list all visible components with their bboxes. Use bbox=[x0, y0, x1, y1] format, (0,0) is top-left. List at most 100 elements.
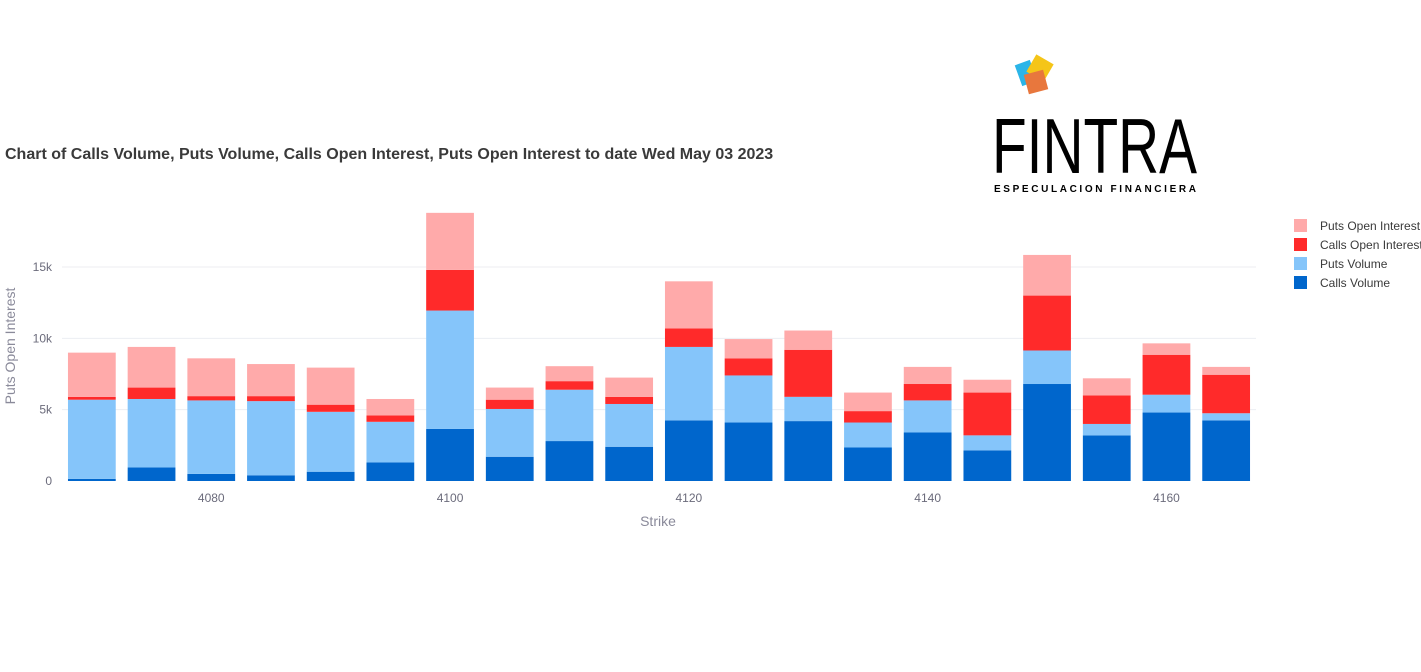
bar-calls-volume[interactable] bbox=[784, 421, 833, 481]
bar-puts-open-interest[interactable] bbox=[247, 364, 295, 397]
bar-puts-open-interest[interactable] bbox=[1202, 366, 1251, 375]
bar-puts-open-interest[interactable] bbox=[784, 330, 833, 350]
bar-calls-volume[interactable] bbox=[366, 462, 415, 481]
y-tick-label: 15k bbox=[33, 260, 53, 274]
bar-puts-volume[interactable] bbox=[1082, 423, 1131, 436]
bar-puts-open-interest[interactable] bbox=[127, 346, 176, 388]
bar-puts-volume[interactable] bbox=[1023, 350, 1071, 385]
bar-puts-open-interest[interactable] bbox=[903, 366, 952, 385]
bar-puts-open-interest[interactable] bbox=[67, 352, 116, 397]
bar-calls-open-interest[interactable] bbox=[605, 396, 654, 404]
bar-puts-open-interest[interactable] bbox=[1082, 378, 1131, 396]
bar-calls-volume[interactable] bbox=[1142, 412, 1191, 481]
bar-calls-volume[interactable] bbox=[426, 428, 474, 481]
bar-calls-open-interest[interactable] bbox=[724, 358, 773, 376]
bar-calls-open-interest[interactable] bbox=[67, 396, 116, 400]
legend-label[interactable]: Puts Open Interest bbox=[1320, 219, 1421, 233]
legend-swatch[interactable] bbox=[1294, 276, 1307, 289]
bar-calls-open-interest[interactable] bbox=[485, 399, 534, 409]
bar-puts-open-interest[interactable] bbox=[724, 339, 773, 359]
bar-calls-volume[interactable] bbox=[247, 475, 295, 481]
legend-label[interactable]: Calls Volume bbox=[1320, 276, 1390, 290]
bar-calls-volume[interactable] bbox=[903, 432, 952, 481]
bar-calls-open-interest[interactable] bbox=[903, 384, 952, 401]
bar-puts-open-interest[interactable] bbox=[664, 281, 713, 329]
bar-puts-volume[interactable] bbox=[485, 408, 534, 457]
bar-puts-volume[interactable] bbox=[545, 389, 594, 442]
bar-puts-volume[interactable] bbox=[306, 411, 355, 472]
bar-puts-volume[interactable] bbox=[247, 401, 295, 476]
bar-calls-open-interest[interactable] bbox=[844, 411, 892, 423]
bar-calls-volume[interactable] bbox=[664, 420, 713, 481]
bar-calls-volume[interactable] bbox=[1082, 435, 1131, 481]
x-tick-label: 4160 bbox=[1153, 491, 1180, 505]
bar-calls-volume[interactable] bbox=[187, 473, 236, 481]
bar-puts-volume[interactable] bbox=[664, 346, 713, 421]
bar-puts-volume[interactable] bbox=[903, 400, 952, 433]
legend-swatch[interactable] bbox=[1294, 219, 1307, 232]
bar-calls-volume[interactable] bbox=[306, 471, 355, 481]
bar-calls-open-interest[interactable] bbox=[187, 396, 236, 401]
bar-calls-open-interest[interactable] bbox=[1082, 395, 1131, 424]
bar-puts-open-interest[interactable] bbox=[605, 377, 654, 397]
bar-puts-open-interest[interactable] bbox=[545, 366, 594, 382]
bar-puts-open-interest[interactable] bbox=[306, 367, 355, 405]
bar-calls-volume[interactable] bbox=[127, 467, 176, 481]
bar-puts-volume[interactable] bbox=[1142, 394, 1191, 413]
bar-calls-volume[interactable] bbox=[1023, 384, 1071, 481]
bar-calls-open-interest[interactable] bbox=[664, 328, 713, 347]
legend-label[interactable]: Calls Open Interest bbox=[1320, 238, 1421, 252]
bar-calls-open-interest[interactable] bbox=[366, 415, 415, 422]
bar-calls-open-interest[interactable] bbox=[1023, 295, 1071, 351]
bar-calls-volume[interactable] bbox=[485, 456, 534, 481]
bar-calls-open-interest[interactable] bbox=[247, 396, 295, 402]
bar-puts-open-interest[interactable] bbox=[1023, 254, 1071, 296]
bar-puts-volume[interactable] bbox=[844, 422, 892, 448]
bar-puts-volume[interactable] bbox=[963, 435, 1012, 451]
bar-calls-volume[interactable] bbox=[844, 447, 892, 481]
y-tick-label: 10k bbox=[33, 331, 53, 345]
bar-calls-open-interest[interactable] bbox=[127, 387, 176, 399]
y-axis-ticks: 0 5k 10k 15k bbox=[33, 260, 53, 488]
bar-puts-open-interest[interactable] bbox=[426, 212, 474, 270]
bar-puts-volume[interactable] bbox=[426, 310, 474, 429]
bar-puts-volume[interactable] bbox=[784, 396, 833, 422]
x-tick-label: 4100 bbox=[437, 491, 464, 505]
bar-puts-open-interest[interactable] bbox=[485, 387, 534, 400]
x-tick-label: 4120 bbox=[675, 491, 702, 505]
bar-calls-volume[interactable] bbox=[724, 422, 773, 481]
bar-calls-open-interest[interactable] bbox=[426, 269, 474, 311]
bar-puts-volume[interactable] bbox=[67, 399, 116, 479]
legend-swatch[interactable] bbox=[1294, 257, 1307, 270]
x-axis-ticks: 4080 4100 4120 4140 4160 bbox=[198, 491, 1180, 505]
bar-puts-volume[interactable] bbox=[127, 398, 176, 468]
bar-puts-open-interest[interactable] bbox=[963, 379, 1012, 393]
bar-calls-volume[interactable] bbox=[545, 441, 594, 481]
legend-label[interactable]: Puts Volume bbox=[1320, 257, 1388, 271]
fintra-logo: FINTRA ESPECULACION FINANCIERA bbox=[992, 54, 1197, 195]
bar-puts-open-interest[interactable] bbox=[844, 392, 892, 412]
bar-puts-volume[interactable] bbox=[724, 375, 773, 423]
bar-calls-open-interest[interactable] bbox=[963, 392, 1012, 436]
x-tick-label: 4080 bbox=[198, 491, 225, 505]
bar-calls-open-interest[interactable] bbox=[306, 404, 355, 412]
bar-puts-open-interest[interactable] bbox=[366, 398, 415, 416]
logo-tagline: ESPECULACION FINANCIERA bbox=[994, 184, 1196, 195]
x-axis-title: Strike bbox=[640, 513, 676, 529]
bar-puts-volume[interactable] bbox=[1202, 413, 1251, 421]
bar-calls-volume[interactable] bbox=[67, 478, 116, 481]
legend-swatch[interactable] bbox=[1294, 238, 1307, 251]
bar-puts-open-interest[interactable] bbox=[187, 358, 236, 397]
bar-calls-open-interest[interactable] bbox=[784, 349, 833, 397]
bar-puts-open-interest[interactable] bbox=[1142, 343, 1191, 355]
bar-puts-volume[interactable] bbox=[605, 403, 654, 447]
bar-calls-open-interest[interactable] bbox=[545, 381, 594, 390]
bar-puts-volume[interactable] bbox=[187, 400, 236, 474]
bar-calls-open-interest[interactable] bbox=[1142, 354, 1191, 395]
bar-calls-volume[interactable] bbox=[605, 446, 654, 481]
bar-calls-open-interest[interactable] bbox=[1202, 374, 1251, 414]
bar-puts-volume[interactable] bbox=[366, 421, 415, 463]
bar-calls-volume[interactable] bbox=[1202, 420, 1251, 481]
bar-calls-volume[interactable] bbox=[963, 450, 1012, 481]
